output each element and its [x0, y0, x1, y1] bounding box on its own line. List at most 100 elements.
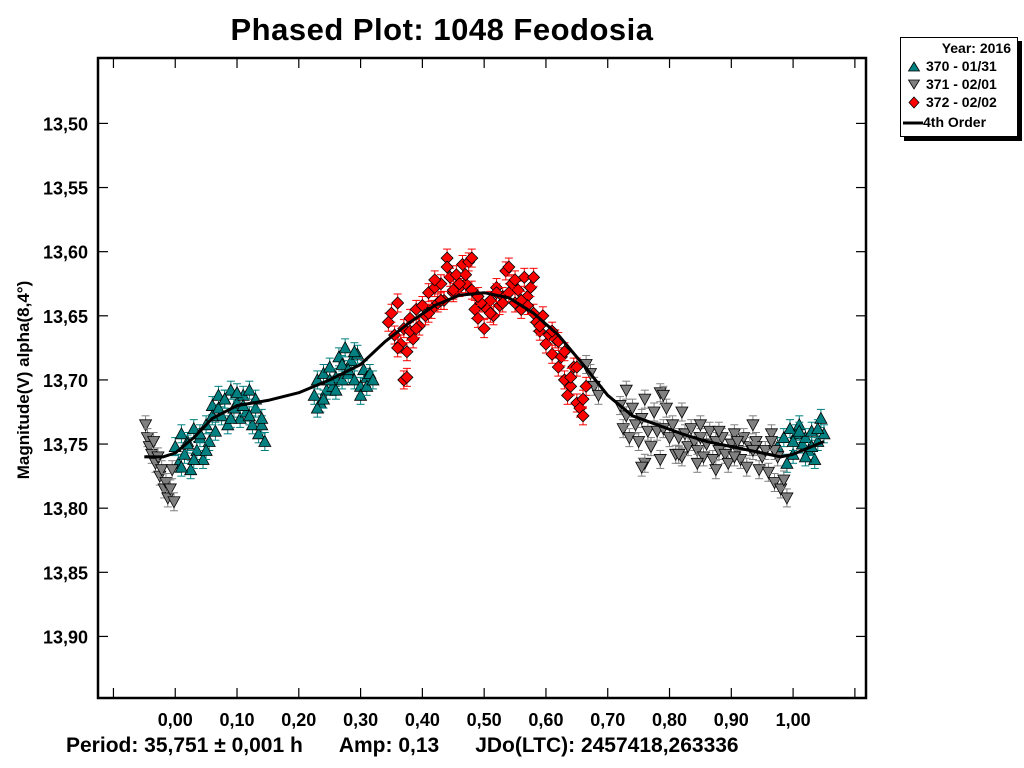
data-point [659, 402, 674, 415]
data-point [786, 434, 800, 447]
amplitude-text: Amp: 0,13 [338, 734, 440, 757]
data-point [230, 385, 244, 399]
data-point [662, 432, 677, 445]
x-tick-label: 0,30 [343, 710, 378, 730]
data-point [783, 421, 797, 435]
data-point [625, 402, 640, 415]
data-point [675, 406, 689, 419]
x-tick-label: 0,90 [714, 710, 749, 730]
y-tick-label: 13,80 [43, 499, 88, 519]
y-tick-label: 13,70 [43, 371, 88, 391]
data-point [703, 425, 717, 439]
data-point [579, 379, 593, 393]
data-point [329, 383, 343, 396]
data-point [798, 450, 813, 463]
fit-curve [144, 291, 825, 459]
data-point [177, 447, 192, 460]
data-marks [138, 248, 831, 512]
data-point [777, 474, 791, 487]
data-point [644, 441, 658, 454]
data-point [366, 373, 380, 386]
chart-title: Phased Plot: 1048 Feodosia [230, 12, 654, 47]
series-triangle-down [138, 355, 794, 512]
data-point [167, 496, 181, 509]
data-point [665, 419, 680, 432]
x-tick-label: 0,10 [219, 710, 254, 730]
data-point [570, 360, 584, 374]
data-point [258, 434, 272, 447]
data-point [638, 393, 652, 406]
data-point [459, 268, 473, 282]
data-point [338, 341, 352, 354]
data-point [527, 270, 541, 284]
diamond-icon [908, 96, 920, 109]
data-point [780, 492, 794, 505]
data-point [814, 411, 828, 424]
series-diamond [381, 248, 593, 426]
x-tick-label: 0,70 [590, 710, 625, 730]
data-point [628, 419, 643, 432]
triangle-up-icon [907, 61, 921, 72]
data-point [211, 401, 226, 414]
data-point [564, 370, 578, 384]
x-axis: 0,00 0,10 0,20 0,30 0,40 0,50 0,60 0,70 0,80 0,90… [112, 58, 856, 730]
data-point [146, 436, 161, 449]
data-point [792, 424, 806, 437]
data-point [199, 443, 213, 456]
x-tick-label: 0,60 [528, 710, 563, 730]
x-tick-label: 0,20 [281, 710, 316, 730]
data-point [709, 464, 723, 477]
y-tick-label: 13,60 [43, 243, 88, 263]
data-point [690, 457, 704, 471]
data-point [811, 421, 825, 435]
triangle-down-icon [907, 79, 921, 90]
legend: Year: 2016 370 - 01/31 371 - 02/01 372 -… [900, 37, 1018, 137]
data-point [635, 461, 649, 474]
data-point [619, 384, 633, 398]
data-point [184, 462, 198, 476]
data-point [746, 419, 760, 432]
data-point [740, 461, 754, 474]
data-point [208, 424, 223, 437]
data-point [502, 260, 516, 274]
data-point [187, 452, 201, 465]
data-point [684, 423, 698, 436]
x-tick-label: 0,50 [467, 710, 502, 730]
data-point [727, 451, 742, 464]
series-triangle-up [168, 338, 831, 480]
data-point [154, 464, 169, 477]
legend-label: 370 - 01/31 [926, 58, 997, 74]
data-point [165, 464, 179, 477]
data-point [761, 466, 776, 480]
data-point [483, 306, 497, 320]
data-point [647, 406, 661, 419]
data-point [217, 392, 232, 405]
data-point [656, 389, 671, 403]
data-point [347, 344, 362, 358]
y-axis-title: Magnitude(V) alpha(8,4°) [14, 281, 33, 480]
data-point [310, 401, 325, 414]
x-tick-label: 0,40 [405, 710, 440, 730]
legend-header: Year: 2016 [941, 40, 1011, 56]
data-point [545, 347, 559, 361]
jdo-text: JDo(LTC): 2457418,263336 [475, 734, 739, 757]
data-point [335, 357, 349, 370]
data-point [764, 436, 779, 449]
data-point [316, 392, 331, 405]
legend-label: 371 - 02/01 [926, 76, 997, 92]
data-point [347, 373, 362, 386]
data-point [653, 454, 667, 467]
y-tick-label: 13,55 [43, 179, 88, 199]
data-point [138, 419, 153, 432]
data-point [721, 457, 735, 471]
footer-stats: Period: 35,751 ± 0,001 h Amp: 0,13 JDo(LTC… [66, 734, 775, 758]
legend-label: 372 - 02/02 [926, 94, 997, 110]
period-text: Period: 35,751 ± 0,001 h [66, 734, 303, 757]
data-point [224, 411, 238, 424]
y-axis: 13,50 13,55 13,60 13,65 13,70 13,75 13,80 13,85… [43, 114, 866, 647]
data-point [631, 436, 646, 449]
data-point [496, 296, 510, 310]
data-point [672, 448, 686, 462]
data-point [517, 270, 531, 284]
